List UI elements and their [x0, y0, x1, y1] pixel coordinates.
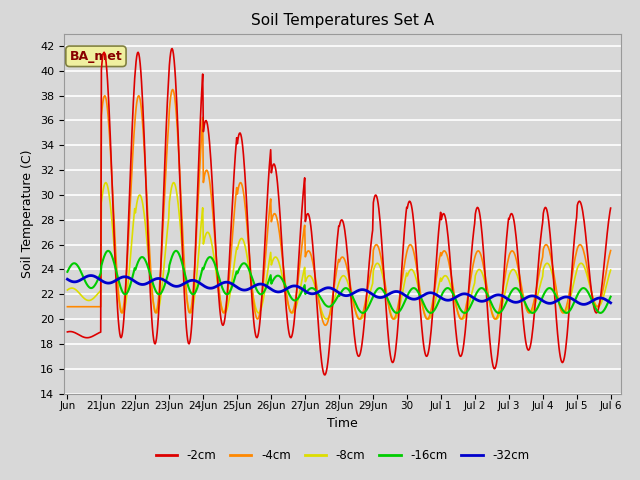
- Title: Soil Temperatures Set A: Soil Temperatures Set A: [251, 13, 434, 28]
- X-axis label: Time: Time: [327, 417, 358, 430]
- Text: BA_met: BA_met: [70, 50, 122, 63]
- Y-axis label: Soil Temperature (C): Soil Temperature (C): [22, 149, 35, 278]
- Legend: -2cm, -4cm, -8cm, -16cm, -32cm: -2cm, -4cm, -8cm, -16cm, -32cm: [151, 444, 534, 467]
